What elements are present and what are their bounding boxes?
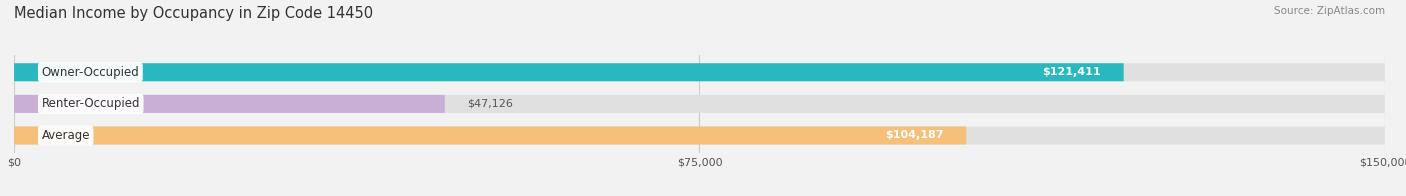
Text: $47,126: $47,126	[468, 99, 513, 109]
FancyBboxPatch shape	[14, 126, 1385, 144]
Text: Source: ZipAtlas.com: Source: ZipAtlas.com	[1274, 6, 1385, 16]
FancyBboxPatch shape	[14, 126, 966, 144]
Text: $121,411: $121,411	[1042, 67, 1101, 77]
FancyBboxPatch shape	[14, 63, 1123, 81]
Text: Average: Average	[42, 129, 90, 142]
Text: Median Income by Occupancy in Zip Code 14450: Median Income by Occupancy in Zip Code 1…	[14, 6, 373, 21]
FancyBboxPatch shape	[14, 95, 444, 113]
Text: Renter-Occupied: Renter-Occupied	[42, 97, 141, 110]
FancyBboxPatch shape	[14, 63, 1385, 81]
Text: $104,187: $104,187	[884, 131, 943, 141]
FancyBboxPatch shape	[14, 95, 1385, 113]
Text: Owner-Occupied: Owner-Occupied	[42, 66, 139, 79]
